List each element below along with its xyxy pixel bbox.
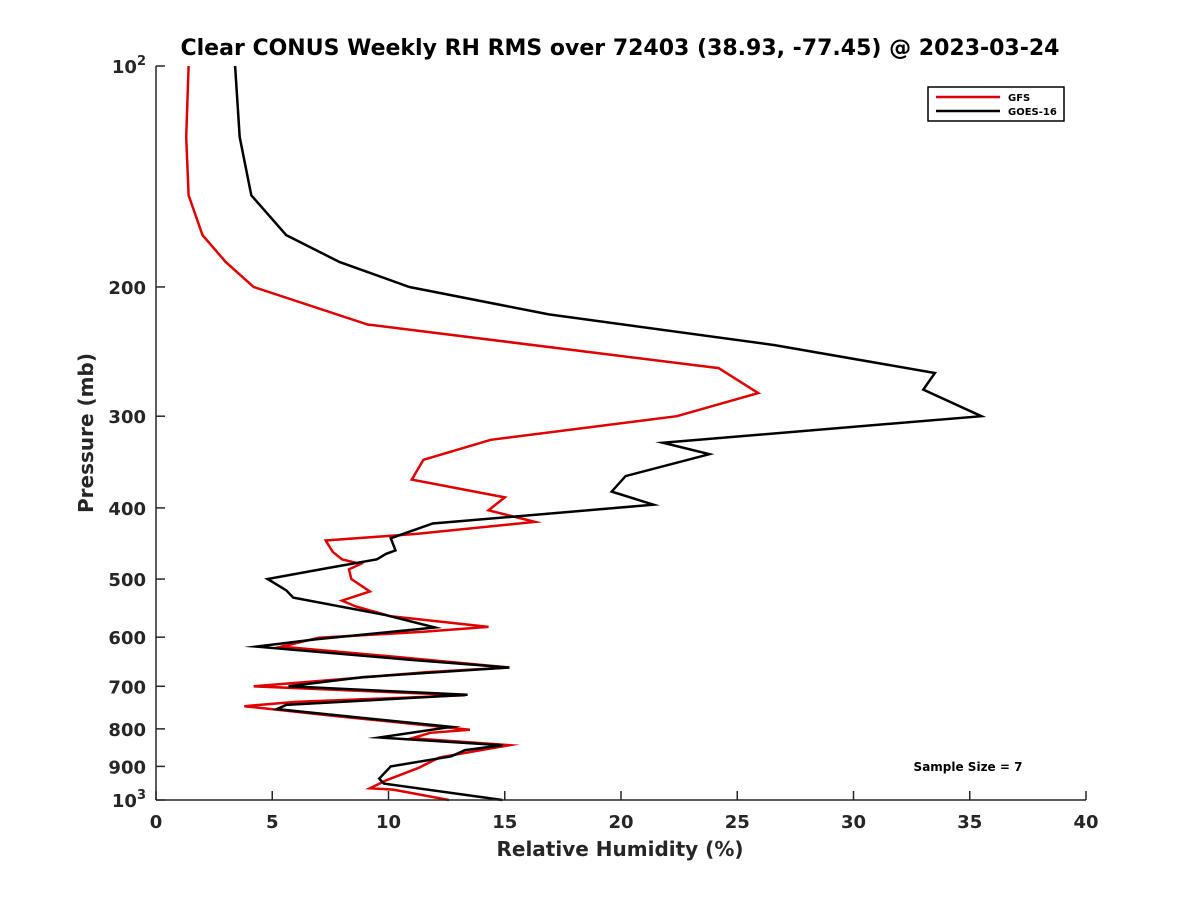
- x-tick-label: 25: [725, 812, 750, 833]
- y-tick-label: 300: [108, 407, 146, 428]
- x-tick-label: 10: [376, 812, 401, 833]
- series-layer: [184, 65, 987, 802]
- y-tick-label: 400: [108, 499, 146, 520]
- x-axis-label: Relative Humidity (%): [496, 837, 743, 861]
- x-tick-label: 0: [150, 812, 163, 833]
- y-tick-label: 800: [108, 720, 146, 741]
- y-tick-label: 600: [108, 628, 146, 649]
- y-tick-label: 700: [108, 677, 146, 698]
- axes-layer: 0 5 10 15 20 25 30 35 40 102 200 300 400 500 600 700 800…: [108, 54, 1098, 833]
- y-tick-label: 900: [108, 757, 146, 778]
- series-line-goes-16: [233, 65, 987, 802]
- x-tick-label: 15: [492, 812, 517, 833]
- y-tick-label: 500: [108, 570, 146, 591]
- y-axis-label: Pressure (mb): [74, 353, 98, 513]
- legend-box: [927, 86, 1065, 122]
- x-tick-label: 5: [266, 812, 279, 833]
- series-line-gfs: [184, 65, 762, 802]
- y-tick-label: 200: [108, 278, 146, 299]
- y-tick-label: 103: [112, 788, 146, 812]
- x-tick-label: 30: [841, 812, 866, 833]
- x-tick-label: 35: [957, 812, 982, 833]
- y-tick-label: 102: [112, 54, 146, 78]
- legend-label: GOES-16: [1008, 107, 1057, 118]
- x-tick-label: 40: [1073, 812, 1098, 833]
- chart-title: Clear CONUS Weekly RH RMS over 72403 (38…: [181, 36, 1060, 61]
- legend: GFS GOES-16: [927, 86, 1065, 122]
- sample-size-annotation: Sample Size = 7: [914, 760, 1023, 774]
- legend-label: GFS: [1008, 93, 1030, 104]
- x-tick-label: 20: [608, 812, 633, 833]
